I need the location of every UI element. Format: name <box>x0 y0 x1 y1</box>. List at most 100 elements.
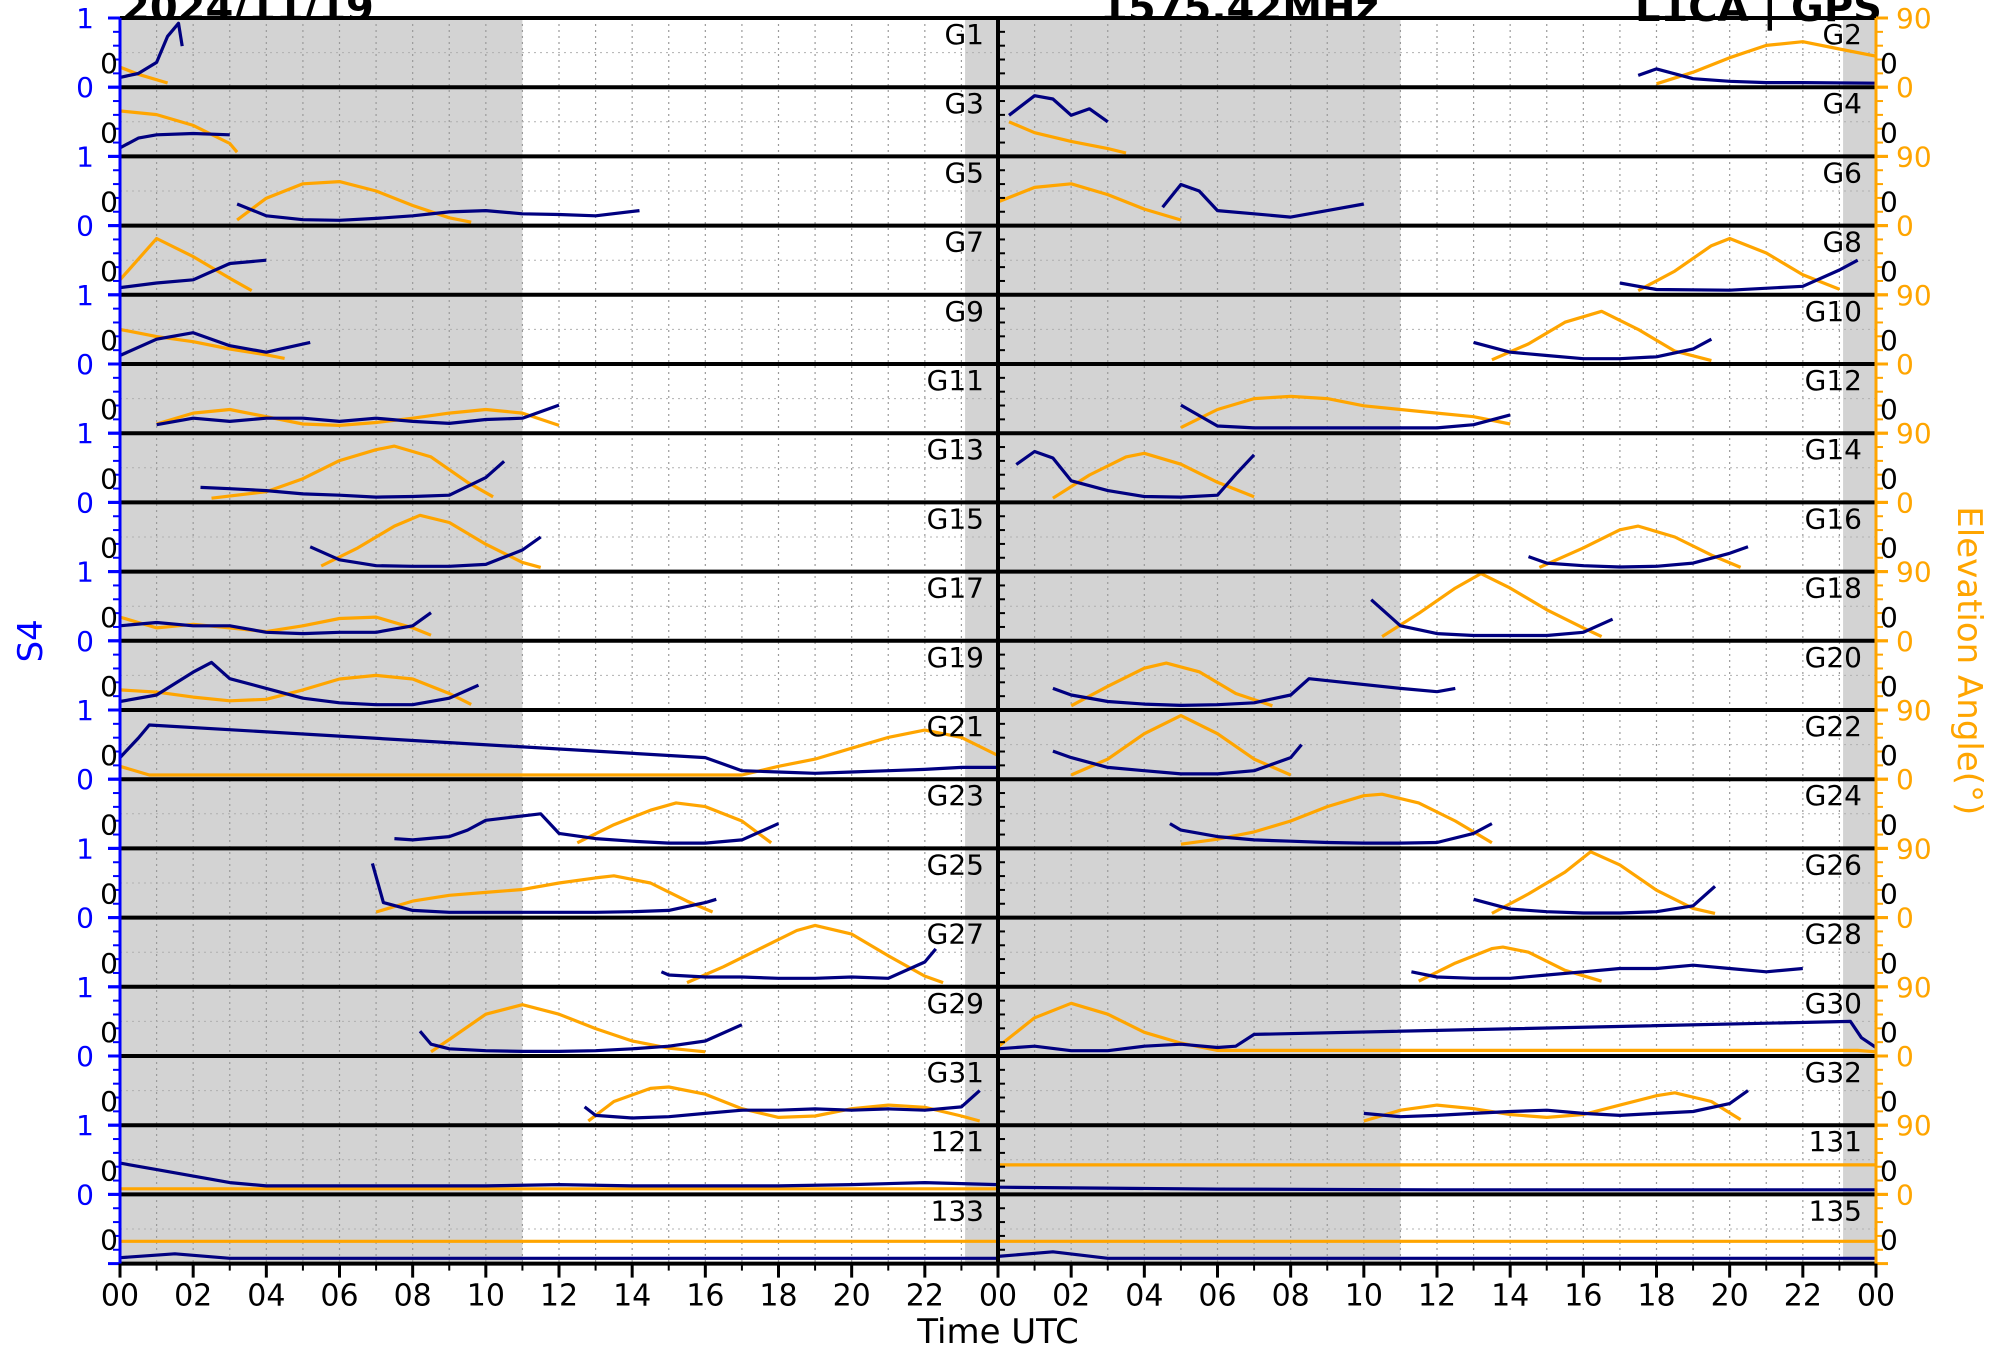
elevation-line-G28 <box>1417 945 1603 983</box>
inner-zero-label: 0 <box>1880 186 1898 219</box>
inner-zero-label: 0 <box>1880 808 1898 841</box>
s4-line-G18 <box>1370 598 1614 638</box>
s4-line-G30 <box>997 1019 1877 1053</box>
elevation-tick-label: 0 <box>1896 625 1914 658</box>
elevation-line-G3 <box>119 109 239 154</box>
s4-tick-label: 1 <box>76 417 94 450</box>
elevation-line-G32 <box>1363 1091 1742 1123</box>
elevation-line-G11 <box>156 407 560 427</box>
x-tick-label: 12 <box>1418 1279 1456 1314</box>
elevation-tick-label: 90 <box>1896 279 1932 312</box>
panel-label-G1: G1 <box>944 18 984 51</box>
s4-tick-label: 1 <box>76 2 94 35</box>
x-tick-label: 20 <box>1711 1279 1749 1314</box>
s4-tick-label: 1 <box>76 1109 94 1142</box>
inner-zero-label: 0 <box>100 670 118 703</box>
panel-label-G13: G13 <box>927 433 984 466</box>
x-tick-label: 08 <box>394 1279 432 1314</box>
elevation-line-G7 <box>118 236 253 292</box>
inner-zero-label: 0 <box>1880 462 1898 495</box>
s4-line-133 <box>119 1252 998 1260</box>
inner-zero-label: 0 <box>1880 1085 1898 1118</box>
s4-line-G6 <box>1161 182 1365 219</box>
s4-tick-label: 1 <box>76 694 94 727</box>
s4-line-G12 <box>1180 403 1511 430</box>
inner-zero-label: 0 <box>1880 1224 1898 1257</box>
panel-label-G11: G11 <box>927 364 984 397</box>
inner-zero-label: 0 <box>100 532 118 565</box>
elevation-tick-label: 0 <box>1896 1040 1914 1073</box>
s4-line-G21 <box>118 723 998 775</box>
s4-axis-title: S4 <box>11 619 51 662</box>
s4-line-G1 <box>119 21 184 79</box>
s4-line-G17 <box>119 611 432 636</box>
x-tick-label: 04 <box>1125 1279 1163 1314</box>
s4-tick-label: 0 <box>76 486 94 519</box>
inner-zero-label: 0 <box>1880 601 1898 634</box>
panel-label-G26: G26 <box>1805 848 1862 881</box>
elevation-line-G14 <box>1052 451 1255 500</box>
inner-zero-label: 0 <box>1880 739 1898 772</box>
x-tick-label: 20 <box>833 1279 871 1314</box>
elevation-axis-title: Elevation Angle(°) <box>1949 506 1989 815</box>
elevation-tick-label: 0 <box>1896 348 1914 381</box>
elevation-tick-label: 0 <box>1896 71 1914 104</box>
panel-label-G28: G28 <box>1805 918 1862 951</box>
elevation-tick-label: 90 <box>1896 971 1932 1004</box>
s4-line-G25 <box>370 862 717 914</box>
elevation-line-G5 <box>236 180 472 224</box>
inner-zero-label: 0 <box>1880 47 1898 80</box>
inner-zero-label: 0 <box>1880 1154 1898 1187</box>
x-tick-label: 00 <box>101 1279 139 1314</box>
s4-line-G9 <box>119 331 311 357</box>
panel-label-G18: G18 <box>1805 572 1862 605</box>
s4-line-G31 <box>583 1089 981 1120</box>
s4-line-G10 <box>1473 337 1713 361</box>
inner-zero-label: 0 <box>1880 393 1898 426</box>
s4-tick-label: 1 <box>76 556 94 589</box>
elevation-line-G23 <box>576 801 773 845</box>
elevation-tick-label: 90 <box>1896 417 1932 450</box>
s4-line-G26 <box>1473 885 1717 915</box>
elevation-line-G16 <box>1538 524 1742 569</box>
elevation-line-G19 <box>119 673 472 706</box>
elevation-line-G10 <box>1491 309 1712 363</box>
inner-zero-label: 0 <box>100 186 118 219</box>
elevation-line-G17 <box>119 615 432 637</box>
inner-zero-label: 0 <box>100 47 118 80</box>
panel-label-121: 121 <box>931 1125 984 1158</box>
elevation-line-G18 <box>1381 571 1603 639</box>
elevation-line-G24 <box>1180 792 1493 846</box>
inner-zero-label: 0 <box>1880 255 1898 288</box>
elevation-line-G9 <box>119 327 285 360</box>
s4-line-G19 <box>119 660 480 707</box>
panel-label-133: 133 <box>931 1194 984 1227</box>
s4-tick-label: 0 <box>76 763 94 796</box>
panel-label-G5: G5 <box>944 156 984 189</box>
panel-label-G12: G12 <box>1805 364 1862 397</box>
s4-line-G23 <box>394 812 780 845</box>
elevation-tick-label: 90 <box>1896 1109 1932 1142</box>
panel-label-G2: G2 <box>1822 18 1862 51</box>
x-tick-label: 14 <box>613 1279 651 1314</box>
elevation-line-G12 <box>1180 394 1511 430</box>
panel-label-131: 131 <box>1809 1125 1862 1158</box>
panel-label-G23: G23 <box>927 779 984 812</box>
s4-line-121 <box>119 1161 999 1188</box>
s4-line-G8 <box>1619 258 1859 292</box>
elevation-line-G2 <box>1656 40 1877 86</box>
panel-label-G32: G32 <box>1805 1056 1862 1089</box>
elevation-line-G22 <box>1070 713 1292 777</box>
x-tick-label: 16 <box>1564 1279 1602 1314</box>
x-tick-label: 02 <box>1052 1279 1090 1314</box>
s4-line-G3 <box>119 131 230 150</box>
elevation-tick-label: 90 <box>1896 556 1932 589</box>
s4-tick-label: 0 <box>76 625 94 658</box>
inner-zero-label: 0 <box>100 116 118 149</box>
panel-label-G15: G15 <box>927 502 984 535</box>
elevation-line-G15 <box>320 513 542 569</box>
inner-zero-label: 0 <box>1880 878 1898 911</box>
s4-line-G32 <box>1363 1089 1749 1119</box>
x-tick-label: 00 <box>1857 1279 1895 1314</box>
panel-label-G30: G30 <box>1805 987 1862 1020</box>
